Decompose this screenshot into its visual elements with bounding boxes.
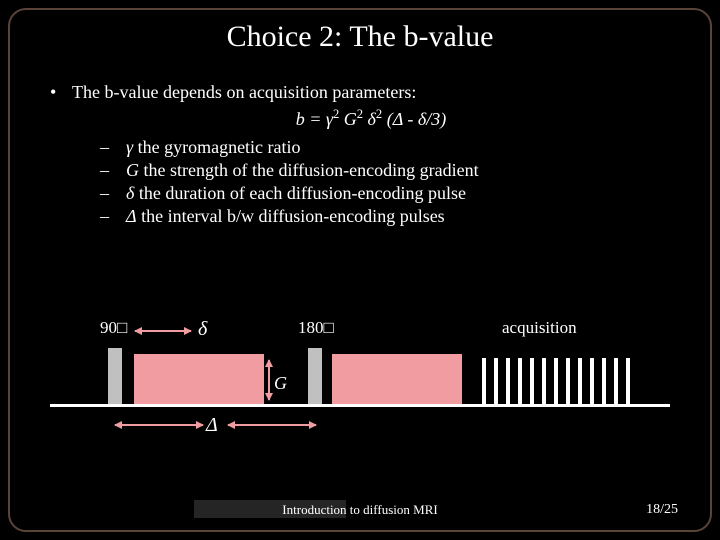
acq-bar	[482, 358, 486, 404]
label-g: G	[274, 373, 287, 394]
acq-bar	[626, 358, 630, 404]
rf-pulse-180	[308, 348, 322, 404]
label-cap-delta: Δ	[206, 414, 218, 437]
g-arrow	[268, 360, 270, 400]
page-number: 18/25	[646, 502, 678, 518]
gradient-pulse-1	[134, 354, 264, 404]
acq-bar	[578, 358, 582, 404]
rf-pulse-90	[108, 348, 122, 404]
cap-delta-arrow-right	[228, 424, 316, 426]
acq-bar	[554, 358, 558, 404]
label-acquisition: acquisition	[502, 318, 577, 338]
acq-bar	[590, 358, 594, 404]
label-180: 180□	[298, 318, 334, 338]
acq-bar	[530, 358, 534, 404]
acq-bar	[614, 358, 618, 404]
baseline	[50, 404, 670, 407]
acq-bar	[518, 358, 522, 404]
acq-bar	[506, 358, 510, 404]
acq-bar	[566, 358, 570, 404]
acq-bar	[494, 358, 498, 404]
pulse-sequence-diagram: 90□ δ 180□ acquisition G Δ	[50, 318, 670, 448]
gradient-pulse-2	[332, 354, 462, 404]
footer-text: Introduction to diffusion MRI	[0, 502, 720, 518]
acq-bar	[542, 358, 546, 404]
label-delta: δ	[198, 318, 207, 341]
slide-border	[8, 8, 712, 532]
cap-delta-arrow-left	[115, 424, 203, 426]
label-90: 90□	[100, 318, 127, 338]
acq-bar	[602, 358, 606, 404]
delta-arrow	[135, 330, 191, 332]
